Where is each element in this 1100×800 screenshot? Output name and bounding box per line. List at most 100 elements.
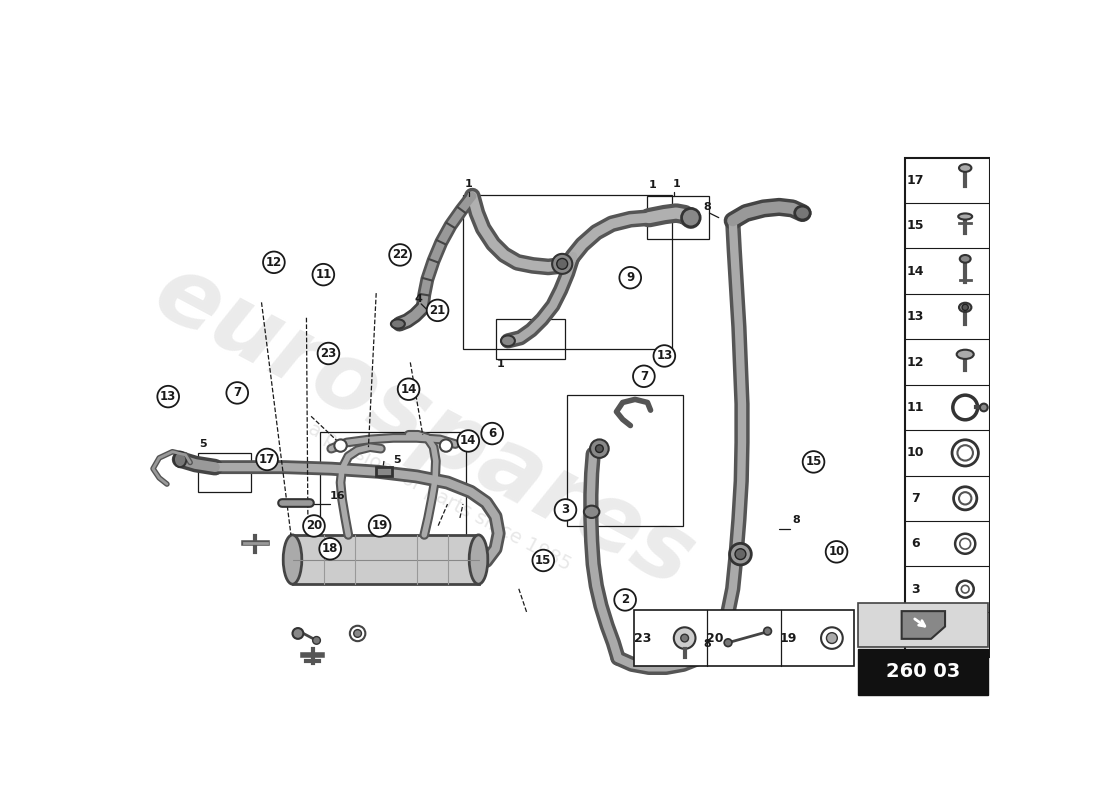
- Bar: [198, 454, 251, 492]
- Circle shape: [735, 549, 746, 559]
- Text: 12: 12: [906, 355, 924, 369]
- Circle shape: [962, 304, 968, 310]
- Circle shape: [293, 628, 304, 639]
- Text: 23: 23: [634, 631, 651, 645]
- Ellipse shape: [960, 255, 970, 262]
- Bar: [566, 394, 683, 526]
- Circle shape: [227, 382, 249, 404]
- Circle shape: [312, 264, 334, 286]
- Circle shape: [682, 209, 700, 227]
- Text: 13: 13: [906, 310, 924, 323]
- Ellipse shape: [390, 319, 405, 329]
- Text: 13: 13: [161, 390, 176, 403]
- Bar: [495, 319, 565, 359]
- Text: 3: 3: [911, 582, 920, 596]
- Text: 2: 2: [911, 628, 920, 641]
- Text: 14: 14: [906, 265, 924, 278]
- Circle shape: [557, 258, 568, 270]
- Text: 8: 8: [792, 515, 800, 526]
- Text: 18: 18: [322, 542, 339, 555]
- Circle shape: [458, 430, 480, 452]
- Circle shape: [354, 630, 362, 638]
- Text: 15: 15: [535, 554, 551, 567]
- Ellipse shape: [584, 506, 600, 518]
- Text: 11: 11: [316, 268, 331, 281]
- Text: 16: 16: [330, 491, 345, 502]
- Bar: [293, 535, 478, 584]
- Text: 8: 8: [703, 202, 711, 212]
- Bar: [858, 649, 989, 695]
- Circle shape: [368, 515, 390, 537]
- Text: 23: 23: [320, 347, 337, 360]
- Circle shape: [632, 366, 654, 387]
- Text: 6: 6: [911, 538, 920, 550]
- Bar: [858, 602, 989, 647]
- Ellipse shape: [958, 214, 972, 219]
- Circle shape: [729, 543, 751, 565]
- Circle shape: [821, 627, 843, 649]
- Text: 260 03: 260 03: [887, 662, 960, 682]
- Circle shape: [674, 627, 695, 649]
- Text: 6: 6: [488, 427, 496, 440]
- Circle shape: [552, 254, 572, 274]
- Circle shape: [319, 538, 341, 559]
- Bar: [634, 610, 855, 666]
- Text: eurospares: eurospares: [139, 246, 710, 608]
- Circle shape: [826, 633, 837, 643]
- Circle shape: [614, 589, 636, 610]
- Text: 7: 7: [911, 492, 920, 505]
- Ellipse shape: [957, 350, 974, 359]
- Text: 9: 9: [626, 271, 635, 284]
- Circle shape: [532, 550, 554, 571]
- Text: 11: 11: [906, 401, 924, 414]
- Text: 5: 5: [394, 454, 400, 465]
- Circle shape: [554, 499, 576, 521]
- Text: 1: 1: [649, 180, 657, 190]
- Text: 15: 15: [906, 219, 924, 232]
- Text: 15: 15: [805, 455, 822, 469]
- Text: 3: 3: [561, 503, 570, 517]
- Text: a passion for parts since 1985: a passion for parts since 1985: [305, 418, 574, 574]
- Text: 4: 4: [415, 294, 422, 304]
- Text: 7: 7: [640, 370, 648, 382]
- Bar: [320, 432, 466, 575]
- Circle shape: [619, 267, 641, 289]
- Text: 21: 21: [429, 304, 446, 317]
- Circle shape: [256, 449, 278, 470]
- Text: 2: 2: [621, 594, 629, 606]
- Text: 19: 19: [372, 519, 388, 533]
- Circle shape: [398, 378, 419, 400]
- Bar: [904, 158, 990, 658]
- Text: 10: 10: [828, 546, 845, 558]
- Text: 14: 14: [460, 434, 476, 447]
- Circle shape: [595, 445, 603, 453]
- Circle shape: [263, 251, 285, 273]
- Circle shape: [803, 451, 824, 473]
- Circle shape: [590, 439, 608, 458]
- Text: 17: 17: [906, 174, 924, 187]
- Bar: [463, 194, 672, 349]
- Text: 10: 10: [906, 446, 924, 459]
- Text: 5: 5: [199, 439, 207, 449]
- Circle shape: [427, 299, 449, 321]
- Text: 1: 1: [672, 179, 680, 189]
- Circle shape: [826, 541, 847, 562]
- Text: 7: 7: [233, 386, 241, 399]
- Circle shape: [312, 637, 320, 644]
- Circle shape: [482, 422, 503, 444]
- Text: 19: 19: [780, 631, 798, 645]
- Circle shape: [724, 639, 732, 646]
- Text: 20: 20: [306, 519, 322, 533]
- Text: 14: 14: [400, 382, 417, 396]
- Text: 8: 8: [703, 638, 711, 649]
- Circle shape: [318, 342, 339, 364]
- Text: 22: 22: [392, 249, 408, 262]
- Text: 1: 1: [464, 179, 472, 189]
- Circle shape: [304, 515, 324, 537]
- Circle shape: [653, 345, 675, 366]
- Circle shape: [440, 439, 452, 452]
- Ellipse shape: [174, 452, 186, 467]
- Ellipse shape: [470, 535, 487, 584]
- Circle shape: [350, 626, 365, 641]
- Circle shape: [389, 244, 411, 266]
